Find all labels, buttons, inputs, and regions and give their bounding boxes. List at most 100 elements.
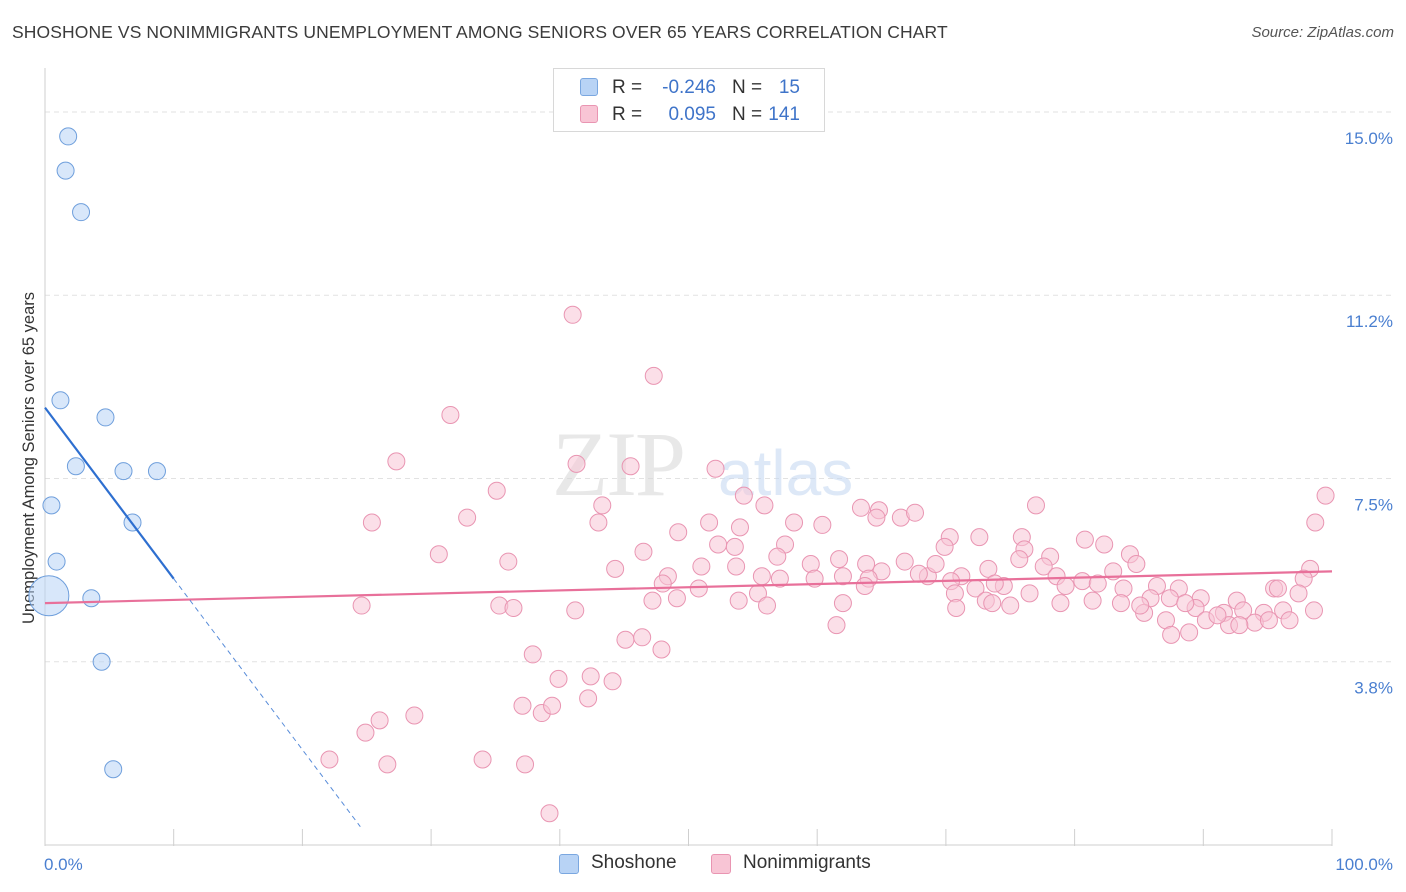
nonimmigrants-point (734, 486, 753, 505)
nonimmigrants-point (643, 591, 662, 610)
nonimmigrants-point (985, 574, 1004, 593)
y-tick-label: 15.0% (1345, 129, 1393, 148)
nonimmigrants-point (1160, 589, 1179, 608)
shoshone-point (28, 575, 70, 617)
nonimmigrants-point (563, 305, 582, 324)
nonimmigrants-point (405, 706, 424, 725)
legend-swatch-shoshone (580, 78, 598, 96)
nonimmigrants-point (1114, 579, 1133, 598)
nonimmigrants-point (770, 569, 789, 588)
series-nonimmigrants (320, 305, 1335, 823)
shoshone-point (114, 462, 133, 481)
nonimmigrants-point (833, 594, 852, 613)
y-tick-labels: 15.0% 11.2% 7.5% 3.8% (1345, 129, 1393, 698)
shoshone-point (56, 161, 75, 180)
nonimmigrants-point (785, 513, 804, 532)
nonimmigrants-point (827, 616, 846, 635)
shoshone-point (51, 391, 70, 410)
nonimmigrants-point (947, 598, 966, 617)
legend-row-nonimmigrants: R = 0.095 N = 141 (554, 102, 824, 128)
nonimmigrants-point (1083, 591, 1102, 610)
nonimmigrants-point (1034, 557, 1053, 576)
nonimmigrants-point (1131, 596, 1150, 615)
nonimmigrants-point (370, 711, 389, 730)
nonimmigrants-point (909, 564, 928, 583)
y-tick-label: 7.5% (1354, 495, 1393, 514)
nonimmigrants-point (667, 589, 686, 608)
nonimmigrants-point (567, 454, 586, 473)
legend-r-label: R = (612, 77, 643, 98)
nonimmigrants-point (906, 503, 925, 522)
nonimmigrants-point (487, 481, 506, 500)
nonimmigrants-point (504, 598, 523, 617)
nonimmigrants-point (729, 591, 748, 610)
nonimmigrants-point (543, 696, 562, 715)
nonimmigrants-point (1180, 623, 1199, 642)
axes (44, 68, 1333, 846)
nonimmigrants-point (579, 689, 598, 708)
nonimmigrants-point (669, 523, 688, 542)
nonimmigrants-point (1304, 601, 1323, 620)
nonimmigrants-point (768, 547, 787, 566)
nonimmigrants-point (725, 537, 744, 556)
shoshone-trend-extension (173, 578, 361, 827)
nonimmigrants-point (833, 567, 852, 586)
nonimmigrants-point (857, 555, 876, 574)
nonimmigrants-point (616, 630, 635, 649)
nonimmigrants-point (1280, 611, 1299, 630)
legend-n-label: N = (732, 77, 763, 98)
nonimmigrants-point (549, 669, 568, 688)
nonimmigrants-point (1001, 596, 1020, 615)
nonimmigrants-point (378, 755, 397, 774)
nonimmigrants-point (1111, 594, 1130, 613)
nonimmigrants-point (516, 755, 535, 774)
nonimmigrants-point (606, 559, 625, 578)
nonimmigrants-point (1268, 579, 1287, 598)
legend-r-label: R = (612, 104, 643, 125)
shoshone-point (72, 203, 91, 222)
y-tick-label: 11.2% (1346, 312, 1393, 331)
nonimmigrants-point (429, 545, 448, 564)
nonimmigrants-point (634, 542, 653, 561)
nonimmigrants-point (970, 528, 989, 547)
nonimmigrants-point (1051, 594, 1070, 613)
nonimmigrants-point (700, 513, 719, 532)
nonimmigrants-point (689, 579, 708, 598)
nonimmigrants-point (499, 552, 518, 571)
bottom-legend-label-shoshone: Shoshone (591, 852, 677, 873)
nonimmigrants-point (644, 366, 663, 385)
legend-n-value: 141 (768, 104, 800, 125)
nonimmigrants-point (473, 750, 492, 769)
shoshone-point (92, 652, 111, 671)
nonimmigrants-point (1075, 530, 1094, 549)
nonimmigrants-point (441, 405, 460, 424)
x-tick-label-max: 100.0% (1335, 855, 1393, 874)
legend-r-value: -0.246 (662, 77, 716, 98)
nonimmigrants-point (603, 672, 622, 691)
grid-lines (45, 111, 1392, 663)
nonimmigrants-point (1020, 584, 1039, 603)
nonimmigrants-trend-line (44, 570, 1333, 605)
nonimmigrants-point (895, 552, 914, 571)
x-tick-labels: 0.0% 100.0% (44, 855, 1393, 874)
nonimmigrants-point (706, 459, 725, 478)
shoshone-point (147, 462, 166, 481)
nonimmigrants-point (513, 696, 532, 715)
shoshone-point (66, 457, 85, 476)
nonimmigrants-point (653, 574, 672, 593)
nonimmigrants-point (1176, 594, 1195, 613)
nonimmigrants-point (1230, 616, 1249, 635)
nonimmigrants-point (1010, 550, 1029, 569)
nonimmigrants-point (692, 557, 711, 576)
nonimmigrants-point (621, 457, 640, 476)
nonimmigrants-point (1259, 611, 1278, 630)
nonimmigrants-point (709, 535, 728, 554)
bottom-legend-label-nonimmigrants: Nonimmigrants (743, 852, 871, 873)
nonimmigrants-point (540, 804, 559, 823)
nonimmigrants-point (813, 515, 832, 534)
nonimmigrants-point (1127, 555, 1146, 574)
x-tick-label-min: 0.0% (44, 855, 83, 874)
nonimmigrants-point (1289, 584, 1308, 603)
nonimmigrants-point (1095, 535, 1114, 554)
